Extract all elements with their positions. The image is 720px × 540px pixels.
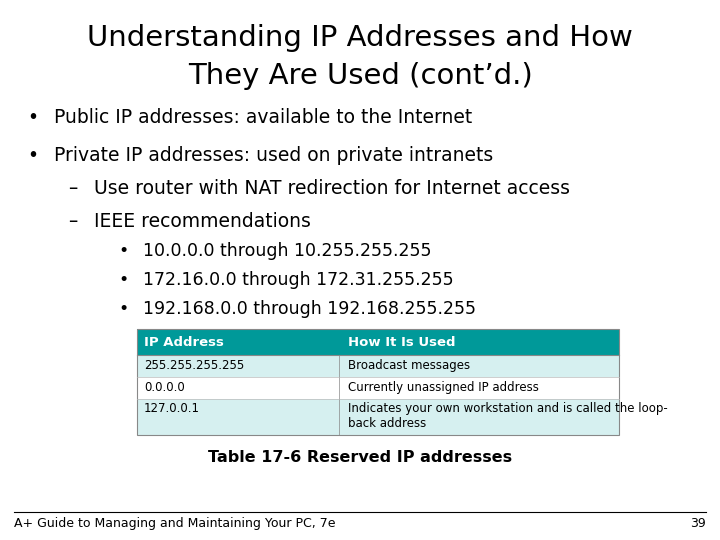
Text: Use router with NAT redirection for Internet access: Use router with NAT redirection for Inte… (94, 179, 570, 198)
Text: 255.255.255.255: 255.255.255.255 (144, 359, 244, 372)
Bar (137, 377, 619, 399)
Text: Understanding IP Addresses and How: Understanding IP Addresses and How (87, 24, 633, 52)
Text: Indicates your own workstation and is called the loop-: Indicates your own workstation and is ca… (348, 402, 667, 415)
Text: IEEE recommendations: IEEE recommendations (94, 212, 310, 231)
Text: 172.16.0.0 through 172.31.255.255: 172.16.0.0 through 172.31.255.255 (143, 271, 453, 289)
Text: –: – (68, 212, 78, 231)
Bar (137, 399, 619, 435)
Text: Broadcast messages: Broadcast messages (348, 359, 470, 372)
Text: Currently unassigned IP address: Currently unassigned IP address (348, 381, 539, 394)
Text: How It Is Used: How It Is Used (348, 336, 456, 349)
Bar (137, 329, 619, 435)
Text: 192.168.0.0 through 192.168.255.255: 192.168.0.0 through 192.168.255.255 (143, 300, 475, 318)
Text: Public IP addresses: available to the Internet: Public IP addresses: available to the In… (54, 108, 472, 127)
Text: •: • (119, 242, 129, 260)
Text: 10.0.0.0 through 10.255.255.255: 10.0.0.0 through 10.255.255.255 (143, 242, 431, 260)
Text: •: • (119, 300, 129, 318)
Text: •: • (27, 108, 38, 127)
Text: IP Address: IP Address (144, 336, 224, 349)
Text: –: – (68, 179, 78, 198)
Text: •: • (27, 146, 38, 165)
Text: 39: 39 (690, 517, 706, 530)
Text: Table 17-6 Reserved IP addresses: Table 17-6 Reserved IP addresses (208, 450, 512, 465)
Text: •: • (119, 271, 129, 289)
Text: 0.0.0.0: 0.0.0.0 (144, 381, 185, 394)
Bar (137, 355, 619, 377)
Text: Private IP addresses: used on private intranets: Private IP addresses: used on private in… (54, 146, 493, 165)
Text: A+ Guide to Managing and Maintaining Your PC, 7e: A+ Guide to Managing and Maintaining You… (14, 517, 336, 530)
Text: 127.0.0.1: 127.0.0.1 (144, 402, 200, 415)
Text: They Are Used (cont’d.): They Are Used (cont’d.) (188, 62, 532, 90)
Text: back address: back address (348, 417, 426, 430)
Bar (137, 329, 619, 355)
